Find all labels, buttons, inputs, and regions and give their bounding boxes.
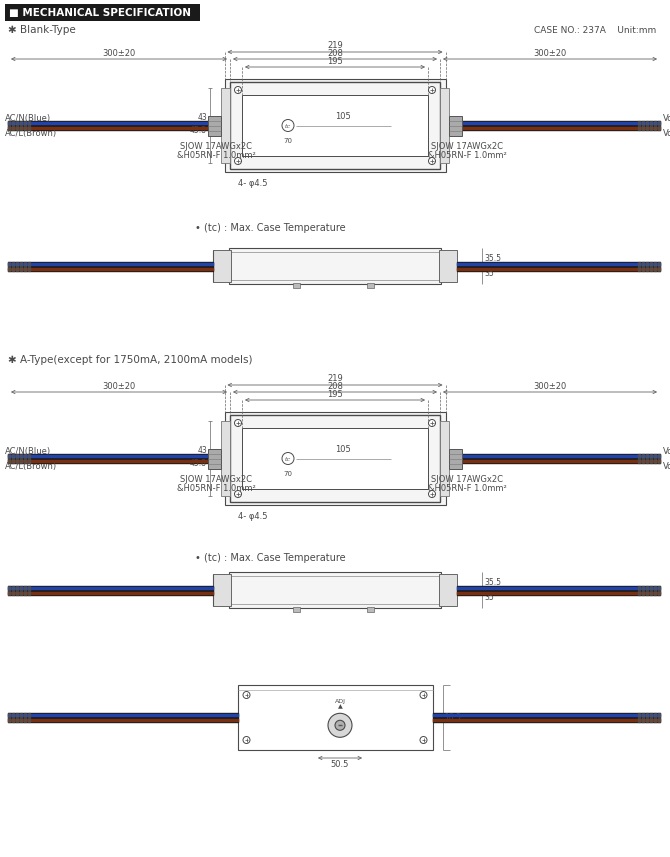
Bar [208,116,221,135]
Text: SJOW 17AWGx2C: SJOW 17AWGx2C [431,475,503,483]
Circle shape [243,692,250,698]
Text: CASE NO.: 237A    Unit:mm: CASE NO.: 237A Unit:mm [534,26,656,34]
Circle shape [234,490,241,498]
Circle shape [420,736,427,744]
Bar [229,572,441,608]
Text: 208: 208 [327,49,343,58]
Text: 4- φ4.5: 4- φ4.5 [238,512,267,521]
Bar [366,283,374,288]
Bar [213,574,231,606]
Circle shape [429,490,436,498]
Text: tc: tc [285,457,291,462]
Text: &H05RN-F 1.0mm²: &H05RN-F 1.0mm² [427,483,507,493]
Bar [224,412,446,505]
Circle shape [429,87,436,93]
Bar [224,79,446,172]
Bar [221,421,230,496]
Text: 195: 195 [327,390,343,399]
Text: &H05RN-F 1.0mm²: &H05RN-F 1.0mm² [177,483,255,493]
Bar [293,283,299,288]
Bar [230,82,440,169]
Circle shape [429,158,436,165]
Circle shape [243,736,250,744]
Text: ADJ
▲: ADJ ▲ [334,698,346,710]
Circle shape [328,713,352,737]
Text: AC/L(Brown): AC/L(Brown) [5,462,57,470]
Text: 300±20: 300±20 [533,49,567,58]
Text: ✱ A-Type(except for 1750mA, 2100mA models): ✱ A-Type(except for 1750mA, 2100mA model… [8,355,253,365]
Circle shape [234,87,241,93]
Text: 195: 195 [327,57,343,66]
Circle shape [234,158,241,165]
Text: 35.5: 35.5 [484,254,501,263]
Text: AC/N(Blue): AC/N(Blue) [5,113,51,123]
Bar [449,116,462,135]
Bar [449,448,462,469]
Bar [440,421,449,496]
Bar [221,88,230,163]
Bar [230,415,440,502]
Text: 105: 105 [335,111,351,121]
Text: AC/N(Blue): AC/N(Blue) [5,446,51,456]
Text: 70: 70 [283,470,293,476]
Text: 208: 208 [327,382,343,391]
Text: 4- φ4.5: 4- φ4.5 [238,179,267,188]
Bar [242,95,428,156]
Text: SJOW 17AWGx2C: SJOW 17AWGx2C [431,141,503,151]
Text: ■ MECHANICAL SPECIFICATION: ■ MECHANICAL SPECIFICATION [9,8,191,18]
Circle shape [335,720,345,730]
Bar [237,685,433,750]
Text: AC/L(Brown): AC/L(Brown) [5,129,57,137]
Bar [5,4,200,21]
Bar [229,248,441,284]
Circle shape [282,119,294,131]
Text: 70: 70 [283,137,293,143]
Bar [208,448,221,469]
Bar [439,250,457,282]
Text: 219: 219 [327,41,343,50]
Text: &H05RN-F 1.0mm²: &H05RN-F 1.0mm² [427,151,507,159]
Text: 300±20: 300±20 [103,49,135,58]
Text: 35.5: 35.5 [484,578,501,587]
Text: Vo+(Brown): Vo+(Brown) [663,129,670,137]
Text: Vo-(Blue): Vo-(Blue) [663,113,670,123]
Text: 16.5: 16.5 [444,713,462,722]
Text: Vo-(Blue): Vo-(Blue) [663,446,670,456]
Text: 45.8: 45.8 [190,126,207,135]
Text: 35: 35 [484,269,494,278]
Bar [213,250,231,282]
Text: 105: 105 [335,445,351,453]
Bar [366,607,374,612]
Text: 50.5: 50.5 [331,760,349,769]
Text: Vo+(Brown): Vo+(Brown) [663,462,670,470]
Text: &H05RN-F 1.0mm²: &H05RN-F 1.0mm² [177,151,255,159]
Text: 219: 219 [327,374,343,383]
Circle shape [234,419,241,427]
Bar [439,574,457,606]
Bar [242,428,428,489]
Text: SJOW 17AWGx2C: SJOW 17AWGx2C [180,141,252,151]
Text: 35: 35 [484,593,494,602]
Text: 43: 43 [197,113,207,122]
Text: 300±20: 300±20 [533,382,567,391]
Text: 300±20: 300±20 [103,382,135,391]
Text: ✱ Blank-Type: ✱ Blank-Type [8,25,76,35]
Circle shape [429,419,436,427]
Text: tc: tc [285,123,291,129]
Text: • (tc) : Max. Case Temperature: • (tc) : Max. Case Temperature [195,223,346,233]
Bar [293,607,299,612]
Text: 43: 43 [197,446,207,455]
Circle shape [420,692,427,698]
Circle shape [282,452,294,464]
Bar [440,88,449,163]
Text: SJOW 17AWGx2C: SJOW 17AWGx2C [180,475,252,483]
Text: 45.8: 45.8 [190,459,207,468]
Text: • (tc) : Max. Case Temperature: • (tc) : Max. Case Temperature [195,553,346,563]
